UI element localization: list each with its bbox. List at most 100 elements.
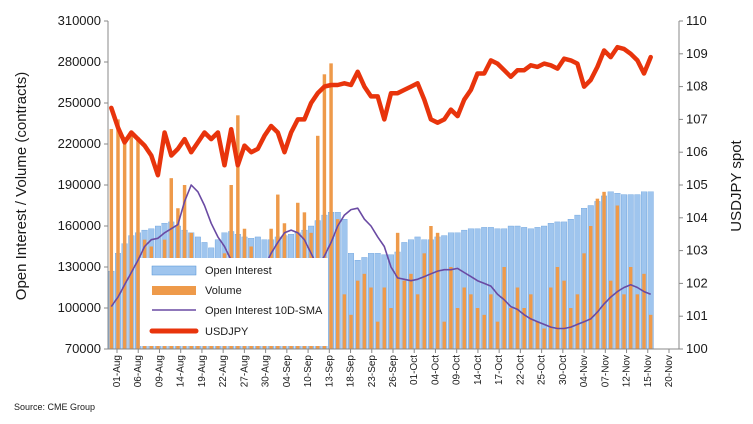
- volume-bar: [628, 267, 633, 349]
- date-tick-label: 30-Oct: [558, 355, 569, 385]
- legend-swatch-volume: [152, 286, 196, 295]
- volume-bar: [549, 287, 553, 349]
- volume-bar: [462, 287, 466, 349]
- volume-bar: [116, 119, 120, 350]
- date-tick-label: 23-Sep: [367, 355, 378, 388]
- volume-bar: [502, 267, 506, 349]
- right-tick-label: 105: [686, 177, 708, 192]
- date-tick-label: 25-Oct: [537, 355, 548, 385]
- date-tick-label: 10-Sep: [303, 355, 314, 388]
- date-tick-label: 04-Sep: [282, 355, 293, 388]
- date-tick-label: 20-Nov: [664, 355, 675, 387]
- volume-bar: [509, 308, 513, 349]
- date-tick-label: 01-Aug: [112, 355, 123, 387]
- right-axis-title: USDJPY spot: [728, 139, 745, 231]
- legend-swatch-open-interest: [151, 265, 197, 276]
- volume-bar: [555, 267, 560, 349]
- date-tick-label: 15-Nov: [643, 355, 654, 387]
- date-tick-label: 30-Aug: [261, 355, 272, 387]
- left-tick-label: 310000: [58, 13, 101, 28]
- right-tick-label: 106: [686, 144, 708, 159]
- date-tick-label: 01-Oct: [409, 355, 420, 385]
- date-tick-label: 26-Sep: [388, 355, 399, 388]
- date-tick-label: 27-Aug: [239, 355, 250, 387]
- right-tick-label: 108: [686, 79, 708, 94]
- volume-bar: [322, 74, 327, 350]
- volume-bar: [349, 314, 353, 349]
- legend-label-volume: Volume: [205, 285, 242, 297]
- volume-bar: [608, 280, 613, 349]
- volume-bar: [355, 280, 360, 349]
- volume-bar: [369, 287, 373, 349]
- sma-line: [110, 184, 651, 330]
- left-tick-label: 70000: [65, 341, 101, 356]
- volume-bar: [475, 308, 480, 349]
- right-tick-label: 103: [686, 243, 708, 258]
- volume-bar: [515, 287, 520, 349]
- date-tick-label: 14-Aug: [176, 355, 187, 387]
- volume-bar: [389, 308, 393, 349]
- volume-bar: [589, 226, 593, 349]
- right-tick-label: 109: [686, 46, 708, 61]
- right-tick-label: 110: [686, 13, 707, 28]
- right-tick-label: 107: [686, 111, 708, 126]
- right-tick-label: 104: [686, 210, 708, 225]
- volume-bar: [329, 63, 333, 349]
- volume-bar: [622, 294, 626, 349]
- volume-bar: [542, 328, 546, 349]
- volume-bar: [402, 280, 407, 349]
- volume-bar: [409, 273, 413, 349]
- volume-bar: [442, 321, 446, 349]
- source-note: Source: CME Group: [14, 402, 95, 412]
- volume-bar: [129, 135, 134, 349]
- date-tick-label: 04-Nov: [579, 355, 590, 387]
- date-tick-label: 22-Aug: [218, 355, 229, 387]
- volume-bar: [122, 137, 127, 349]
- left-tick-label: 130000: [58, 259, 101, 274]
- volume-bar: [375, 321, 380, 349]
- date-tick-label: 17-Oct: [494, 355, 505, 385]
- volume-bar: [429, 226, 433, 349]
- volume-bar: [529, 294, 533, 349]
- volume-bar: [522, 308, 526, 349]
- volume-bar: [415, 294, 420, 349]
- volume-bar: [382, 287, 387, 349]
- volume-bar: [635, 294, 640, 349]
- right-tick-label: 102: [686, 275, 708, 290]
- volume-bar: [335, 219, 340, 349]
- date-tick-label: 04-Oct: [430, 355, 441, 385]
- volume-bar: [362, 273, 367, 349]
- date-tick-label: 19-Aug: [197, 355, 208, 387]
- date-tick-label: 07-Nov: [600, 355, 611, 387]
- volume-bar: [109, 128, 114, 349]
- left-tick-label: 220000: [58, 136, 101, 151]
- volume-bar: [569, 308, 573, 349]
- right-tick-label: 100: [686, 341, 708, 356]
- volume-bar: [422, 253, 427, 349]
- volume-bar: [236, 115, 240, 349]
- usdjpy-line: [109, 44, 653, 178]
- right-axis-ticks: 100 101 102 103 104 105 106 107 108 109 110: [679, 13, 708, 356]
- volume-bar: [642, 273, 646, 349]
- volume-bar: [455, 308, 460, 349]
- volume-bar: [648, 314, 653, 349]
- date-tick-label: 14-Oct: [473, 355, 484, 385]
- volume-bar: [595, 198, 600, 349]
- volume-bar: [136, 137, 140, 349]
- date-tick-label: 13-Sep: [324, 355, 335, 388]
- volume-bar: [469, 294, 473, 349]
- left-tick-label: 190000: [58, 177, 101, 192]
- legend-label-sma: Open Interest 10D-SMA: [205, 305, 323, 317]
- date-axis-ticks: 01-Aug 06-Aug 09-Aug 14-Aug 19-Aug 22-Aug 27-A…: [112, 349, 675, 387]
- left-tick-label: 280000: [58, 54, 101, 69]
- left-tick-label: 100000: [58, 300, 101, 315]
- date-tick-label: 09-Aug: [154, 355, 165, 387]
- legend-label-open-interest: Open Interest: [205, 265, 272, 277]
- volume-bar: [395, 232, 400, 349]
- volume-bar: [435, 232, 440, 349]
- left-axis-title: Open Interest / Volume (contracts): [13, 72, 30, 300]
- date-tick-label: 12-Nov: [622, 355, 633, 387]
- date-tick-label: 06-Aug: [133, 355, 144, 387]
- lines-layer: [109, 44, 653, 330]
